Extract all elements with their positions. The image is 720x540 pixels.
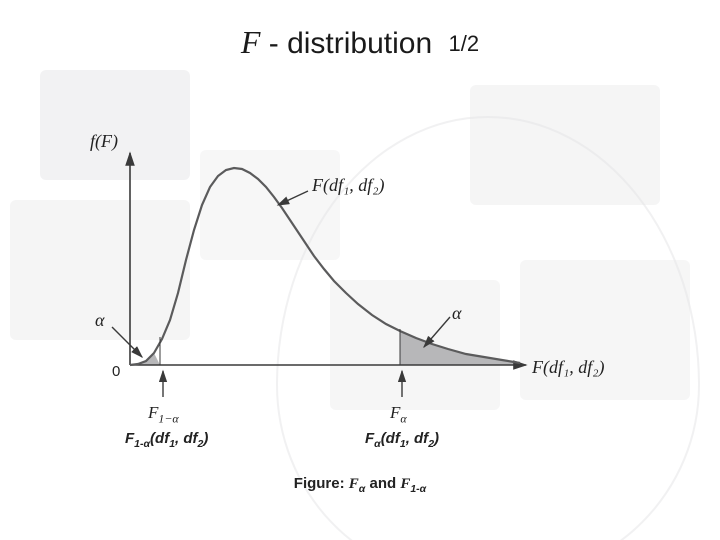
bottom-label-left: F1-α(df1, df2)	[125, 430, 208, 450]
origin-label: 0	[112, 363, 120, 380]
alpha-right-label: α	[452, 303, 461, 324]
figure-caption: Figure: Fα and F1-α	[0, 475, 720, 495]
bottom-label-right: Fα(df1, df2)	[365, 430, 439, 450]
alpha-left-label: α	[95, 310, 104, 331]
curve-label: F(df₁, df₂)	[312, 175, 385, 196]
slide: F - distribution 1/2 f(F) F(df₁, df₂) F(…	[0, 0, 720, 540]
yaxis-label: f(F)	[90, 131, 118, 152]
f-alpha-marker: Fα	[390, 403, 407, 426]
f-one-minus-alpha-marker: F1−α	[148, 403, 179, 426]
title-fraction: 1/2	[449, 31, 480, 56]
title-F: F	[241, 24, 261, 60]
f-distribution-chart: f(F) F(df₁, df₂) F(df₁, df₂) α α 0 F1−α …	[80, 135, 620, 435]
slide-title: F - distribution 1/2	[0, 24, 720, 61]
xaxis-label: F(df₁, df₂)	[532, 357, 605, 378]
title-text: - distribution	[260, 27, 432, 60]
